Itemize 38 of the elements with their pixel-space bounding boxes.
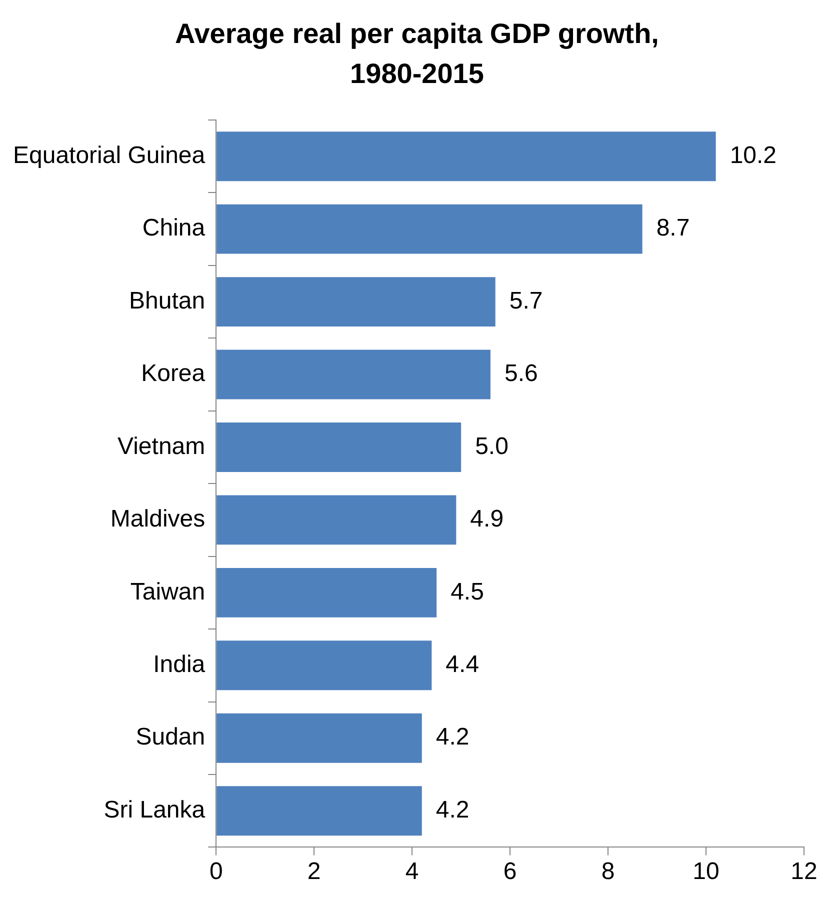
x-tick-label: 10 [692, 858, 720, 886]
y-tick-label: Sudan [136, 724, 206, 751]
bar [216, 204, 642, 254]
data-label: 4.2 [436, 796, 470, 824]
bar [216, 640, 432, 690]
data-label: 5.0 [475, 432, 508, 460]
y-tick-label: Taiwan [130, 578, 206, 606]
bar [216, 786, 422, 836]
x-tick-label: 8 [601, 858, 615, 886]
bar [216, 422, 462, 472]
y-tick-label: Korea [141, 360, 206, 388]
y-tick-label: Vietnam [118, 432, 206, 460]
bar [216, 277, 496, 327]
y-tick-label: India [153, 651, 206, 678]
bar [216, 568, 437, 618]
x-tick-label: 2 [307, 858, 321, 886]
data-label: 4.9 [470, 506, 504, 533]
bar [216, 713, 422, 763]
y-tick-label: Sri Lanka [104, 796, 206, 824]
y-tick-label: Bhutan [129, 287, 206, 314]
bar [216, 132, 716, 182]
x-tick-label: 12 [790, 858, 818, 886]
x-tick-label: 4 [405, 858, 419, 886]
data-label: 5.6 [504, 360, 538, 388]
data-label: 8.7 [656, 214, 690, 242]
data-label: 10.2 [730, 142, 777, 169]
y-tick-label: China [142, 214, 206, 242]
chart-title: Average real per capita GDP growth, 1980-2015 [174, 17, 660, 91]
x-tick-label: 6 [503, 858, 517, 886]
bar [216, 495, 456, 545]
y-tick-label: Equatorial Guinea [12, 142, 206, 169]
data-label: 4.5 [450, 578, 484, 606]
data-label: 4.2 [436, 724, 470, 751]
data-label: 5.7 [509, 287, 543, 314]
data-label: 4.4 [446, 651, 480, 678]
y-tick-label: Maldives [110, 506, 206, 533]
bar [216, 350, 490, 400]
x-tick-label: 0 [209, 858, 223, 886]
